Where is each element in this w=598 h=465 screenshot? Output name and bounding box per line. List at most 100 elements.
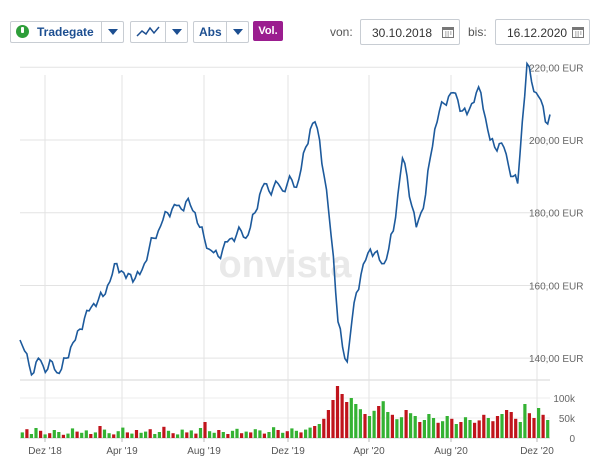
volume-bar <box>235 428 239 438</box>
volume-bar <box>212 432 216 438</box>
volume-bar <box>358 409 362 438</box>
volume-bar <box>102 429 107 438</box>
scale-select[interactable]: Abs <box>193 21 249 43</box>
volume-bar <box>340 394 344 438</box>
volume-bar <box>230 430 235 438</box>
volume-bar <box>372 410 376 438</box>
volume-bar <box>313 426 317 438</box>
time-tick-label: Apr '20 <box>353 446 385 457</box>
chevron-down-icon[interactable] <box>226 22 249 42</box>
volume-bar <box>112 434 116 438</box>
chart-toolbar: Tradegate Abs Vol. von: 30.10.2018 bis: … <box>0 0 598 60</box>
volume-bar <box>441 421 445 438</box>
volume-bar <box>249 432 253 438</box>
volume-bar <box>399 417 404 438</box>
volume-bar <box>262 433 266 438</box>
volume-bar <box>527 413 531 438</box>
to-date-value: 16.12.2020 <box>507 26 568 40</box>
volume-bar <box>66 433 70 438</box>
chevron-down-icon[interactable] <box>165 22 188 42</box>
volume-bar <box>75 431 79 438</box>
volume-bar <box>409 413 413 438</box>
volume-bar <box>299 432 303 438</box>
volume-tick-label: 50k <box>559 414 576 425</box>
volume-bar <box>345 402 349 438</box>
volume-bar <box>272 427 276 438</box>
volume-bar <box>518 422 522 438</box>
volume-bar <box>194 433 198 438</box>
volume-bar <box>509 412 513 438</box>
volume-bar <box>290 428 294 438</box>
volume-bar <box>459 422 463 438</box>
volume-bar <box>240 433 244 438</box>
volume-bar <box>43 434 47 438</box>
from-date-label: von: <box>330 25 353 39</box>
volume-bar <box>166 430 171 438</box>
volume-bar <box>294 430 298 438</box>
volume-bar <box>486 418 490 438</box>
price-tick-label: 160,00 EUR <box>529 281 583 292</box>
volume-bar <box>473 422 477 438</box>
volume-toggle-button[interactable]: Vol. <box>253 21 283 41</box>
volume-bar <box>134 430 139 438</box>
time-tick-label: Apr '19 <box>106 446 138 457</box>
time-tick-label: Aug '20 <box>434 446 468 457</box>
volume-bar <box>322 418 326 438</box>
volume-bar <box>418 422 422 438</box>
time-tick-label: Aug '19 <box>187 446 221 457</box>
volume-bar <box>537 408 541 438</box>
to-date-field[interactable]: 16.12.2020 <box>495 19 590 45</box>
volume-bar <box>148 429 152 438</box>
exchange-select[interactable]: Tradegate <box>10 21 124 43</box>
to-date-label: bis: <box>468 25 487 39</box>
volume-bar <box>61 434 65 438</box>
volume-bar <box>25 429 29 438</box>
volume-bar <box>304 429 308 438</box>
volume-bar <box>267 432 271 438</box>
volume-bar <box>532 418 536 438</box>
volume-bar <box>157 432 161 438</box>
volume-bar <box>253 429 257 438</box>
volume-bar <box>404 410 408 438</box>
volume-bar <box>367 416 372 438</box>
price-tick-label: 200,00 EUR <box>529 136 583 147</box>
volume-bar <box>57 432 61 438</box>
volume-bar <box>500 414 504 438</box>
volume-bar <box>144 431 148 438</box>
chevron-down-icon[interactable] <box>101 22 124 42</box>
volume-bar <box>377 406 381 438</box>
volume-bar <box>491 421 495 438</box>
line-chart-icon <box>136 26 160 37</box>
volume-bar <box>363 414 367 438</box>
calendar-icon[interactable] <box>442 26 454 38</box>
volume-bar <box>258 430 262 438</box>
calendar-icon[interactable] <box>572 26 584 38</box>
volume-bar <box>98 426 102 438</box>
volume-bar <box>70 428 75 438</box>
volume-bar <box>505 410 509 438</box>
time-tick-label: Dez '20 <box>520 446 554 457</box>
volume-bar <box>139 432 143 438</box>
volume-bar <box>331 400 335 438</box>
time-tick-label: Dez '19 <box>271 446 305 457</box>
chart-type-select[interactable] <box>130 21 188 43</box>
volume-bar <box>477 420 481 438</box>
volume-bar <box>153 434 157 438</box>
volume-bar <box>80 432 84 438</box>
volume-bar <box>107 433 111 438</box>
volume-bar <box>189 430 193 438</box>
volume-bar <box>308 427 312 438</box>
volume-bar <box>34 428 38 438</box>
volume-bar <box>93 432 97 438</box>
volume-bar <box>276 430 280 438</box>
volume-bar <box>176 434 180 438</box>
scale-select-label: Abs <box>199 25 222 39</box>
from-date-field[interactable]: 30.10.2018 <box>360 19 460 45</box>
volume-bar <box>422 420 426 438</box>
volume-bar <box>20 432 24 438</box>
volume-bar <box>226 434 230 438</box>
volume-bar <box>217 430 221 438</box>
price-tick-label: 180,00 EUR <box>529 209 583 220</box>
volume-bar <box>244 431 248 438</box>
